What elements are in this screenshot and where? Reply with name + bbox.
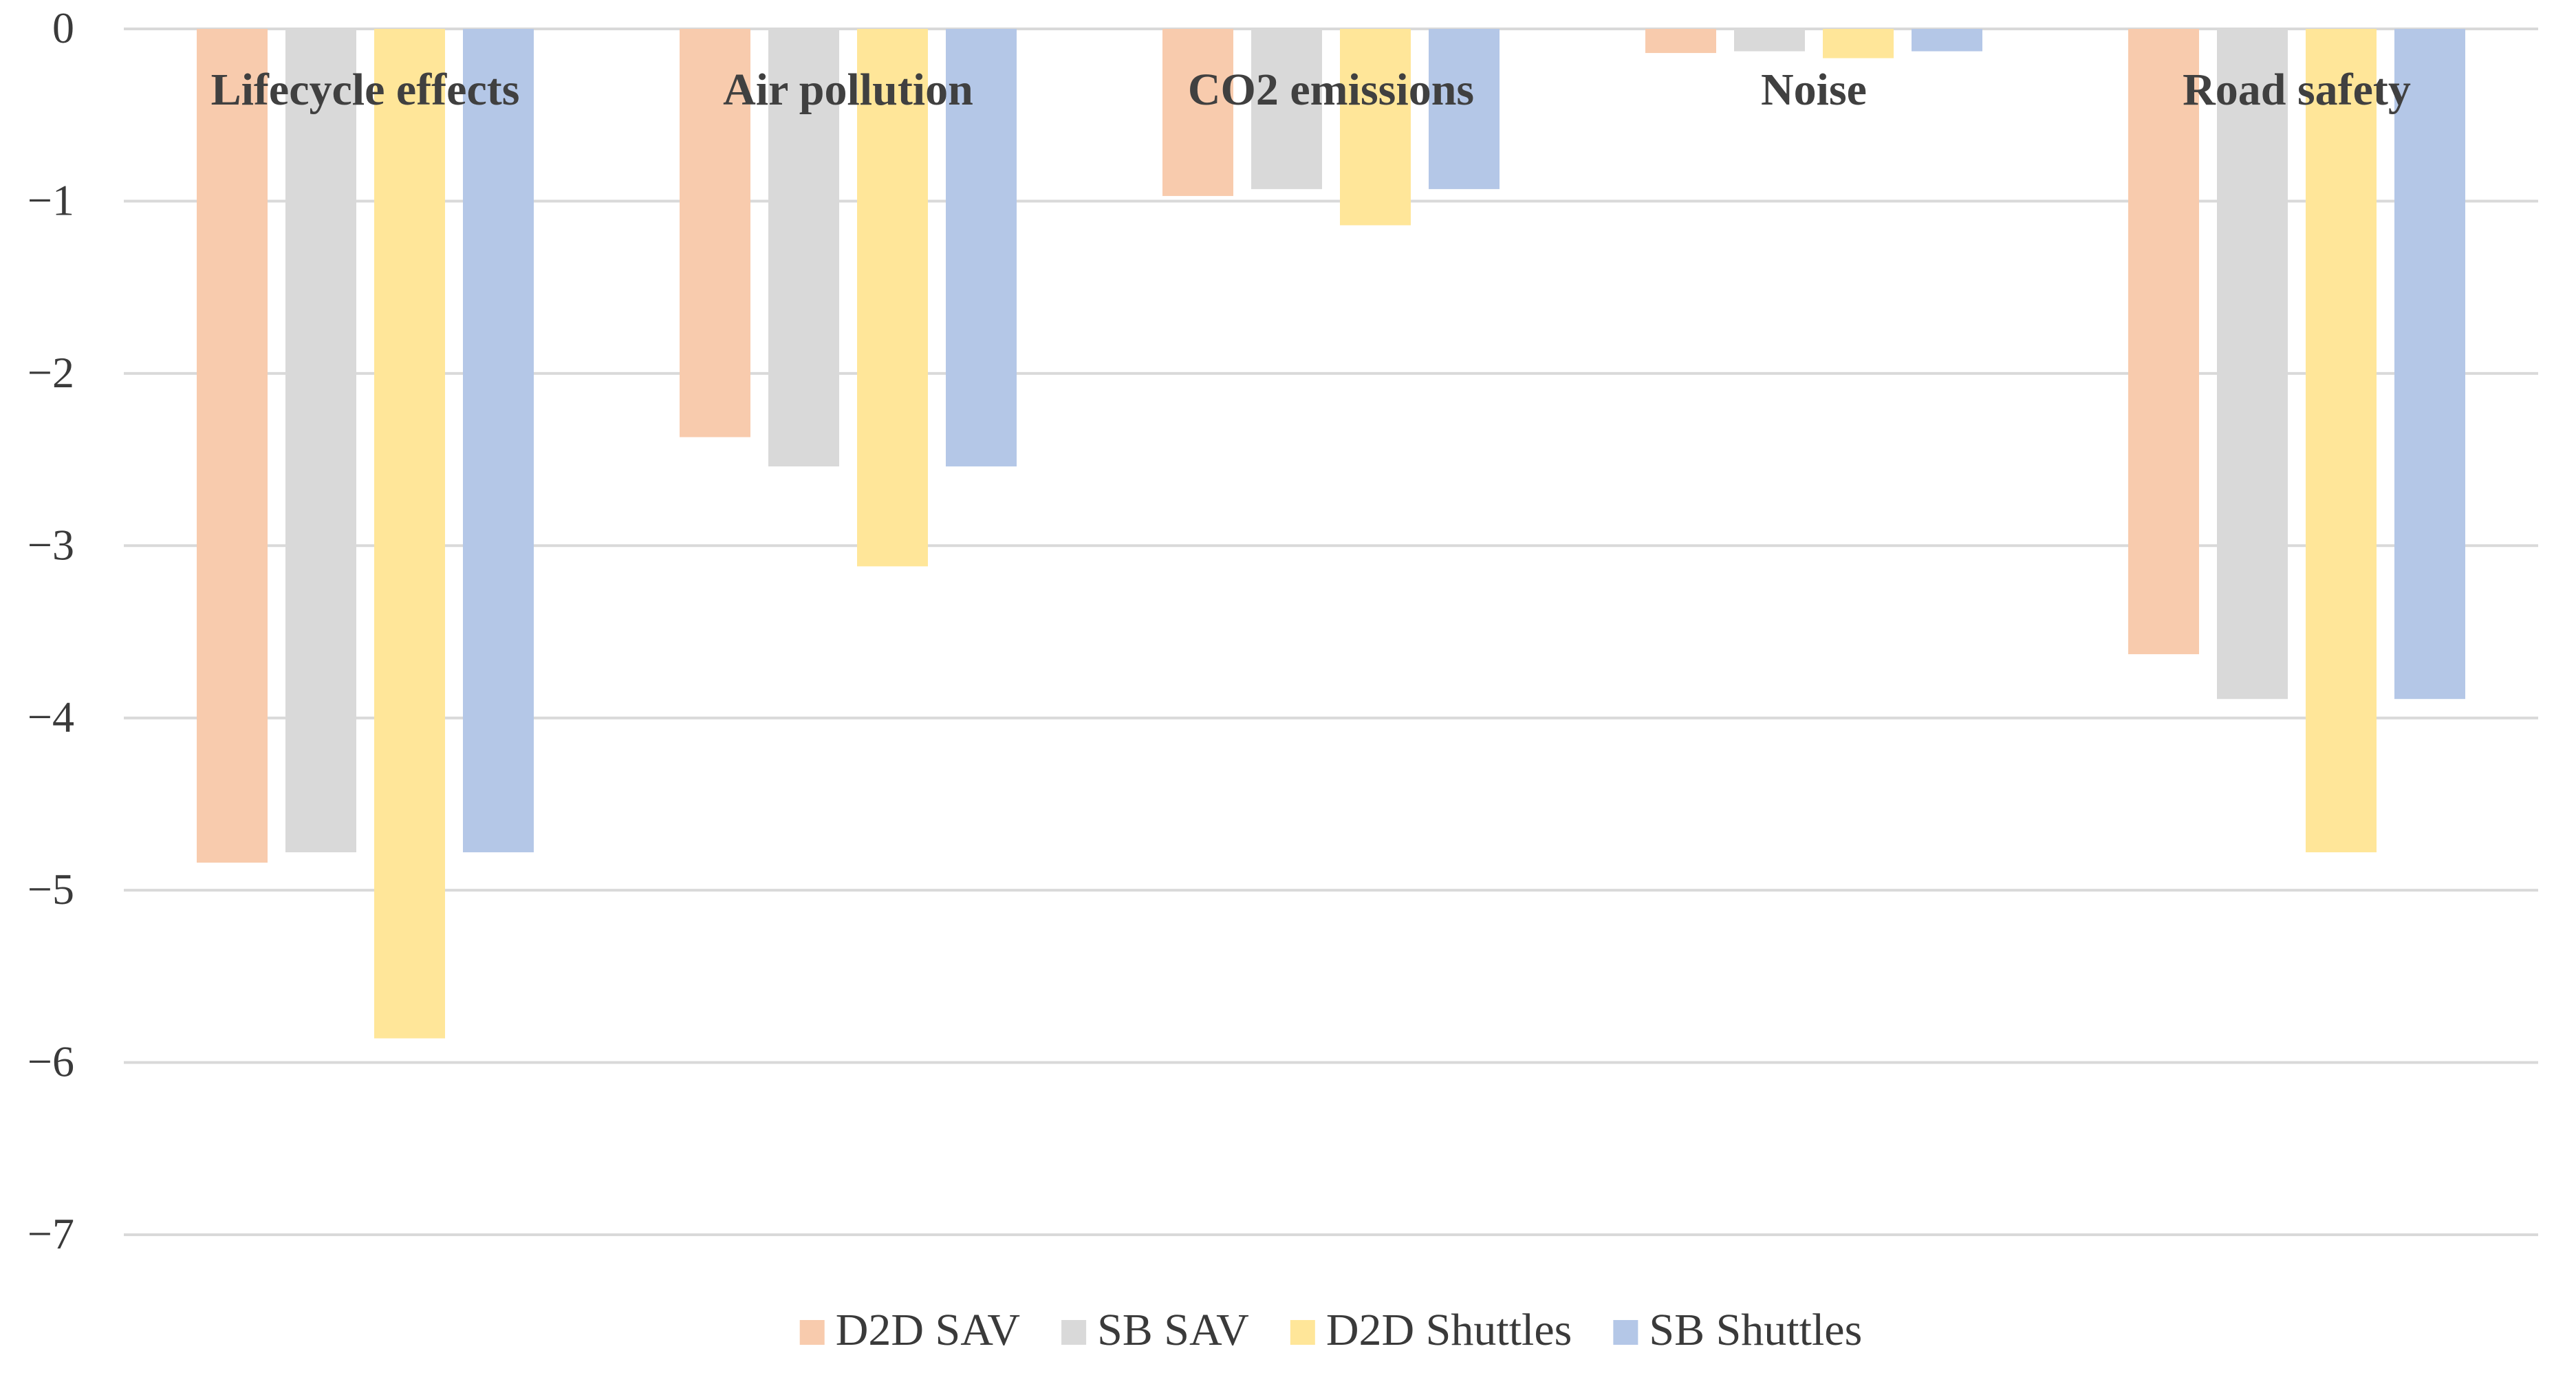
legend-label: SB Shuttles — [1649, 1305, 1862, 1355]
y-tick-label: −4 — [28, 693, 74, 742]
bar — [197, 29, 268, 863]
category-label: Road safety — [2183, 65, 2411, 115]
bar — [374, 29, 445, 1039]
y-tick-label: −1 — [28, 175, 74, 224]
bar — [1251, 29, 1322, 189]
y-tick-label: 0 — [52, 3, 74, 52]
legend-item: SB SAV — [1061, 1305, 1249, 1355]
bar — [2394, 29, 2465, 700]
legend: D2D SAV SB SAV D2D Shuttles SB Shuttles — [799, 1305, 1862, 1355]
bar — [680, 29, 750, 437]
category-labels: Lifecycle effects Air pollution CO2 emissi… — [211, 65, 2411, 115]
y-tick-label: −7 — [28, 1209, 74, 1258]
y-tick-label: −2 — [28, 348, 74, 397]
y-tick-label: −6 — [28, 1037, 74, 1086]
y-axis-ticks: 0 −1 −2 −3 −4 −5 −6 −7 — [28, 3, 74, 1258]
legend-swatch — [799, 1320, 825, 1345]
legend-item: SB Shuttles — [1613, 1305, 1862, 1355]
category-label: Lifecycle effects — [211, 65, 520, 115]
y-tick-label: −5 — [28, 865, 74, 913]
bar — [1162, 29, 1233, 196]
bar — [463, 29, 534, 853]
legend-swatch — [1061, 1320, 1087, 1345]
bar — [2217, 29, 2288, 700]
bar — [1429, 29, 1500, 189]
bar — [2128, 29, 2199, 655]
bar — [857, 29, 928, 567]
bar — [285, 29, 356, 853]
category-label: Noise — [1761, 65, 1867, 115]
legend-label: D2D SAV — [836, 1305, 1020, 1355]
bar — [2306, 29, 2377, 853]
bar — [1340, 29, 1411, 226]
bar — [1912, 29, 1982, 52]
bar — [1645, 29, 1716, 54]
bar — [946, 29, 1017, 467]
legend-item: D2D SAV — [799, 1305, 1020, 1355]
legend-swatch — [1290, 1320, 1315, 1345]
bar — [1734, 29, 1805, 52]
bar — [1823, 29, 1894, 58]
legend-swatch — [1613, 1320, 1638, 1345]
y-tick-label: −3 — [28, 520, 74, 569]
bar — [768, 29, 839, 467]
legend-label: SB SAV — [1097, 1305, 1249, 1355]
bars — [197, 29, 2465, 1039]
legend-item: D2D Shuttles — [1290, 1305, 1572, 1355]
category-label: CO2 emissions — [1188, 65, 1474, 115]
legend-label: D2D Shuttles — [1326, 1305, 1572, 1355]
category-label: Air pollution — [723, 65, 973, 115]
